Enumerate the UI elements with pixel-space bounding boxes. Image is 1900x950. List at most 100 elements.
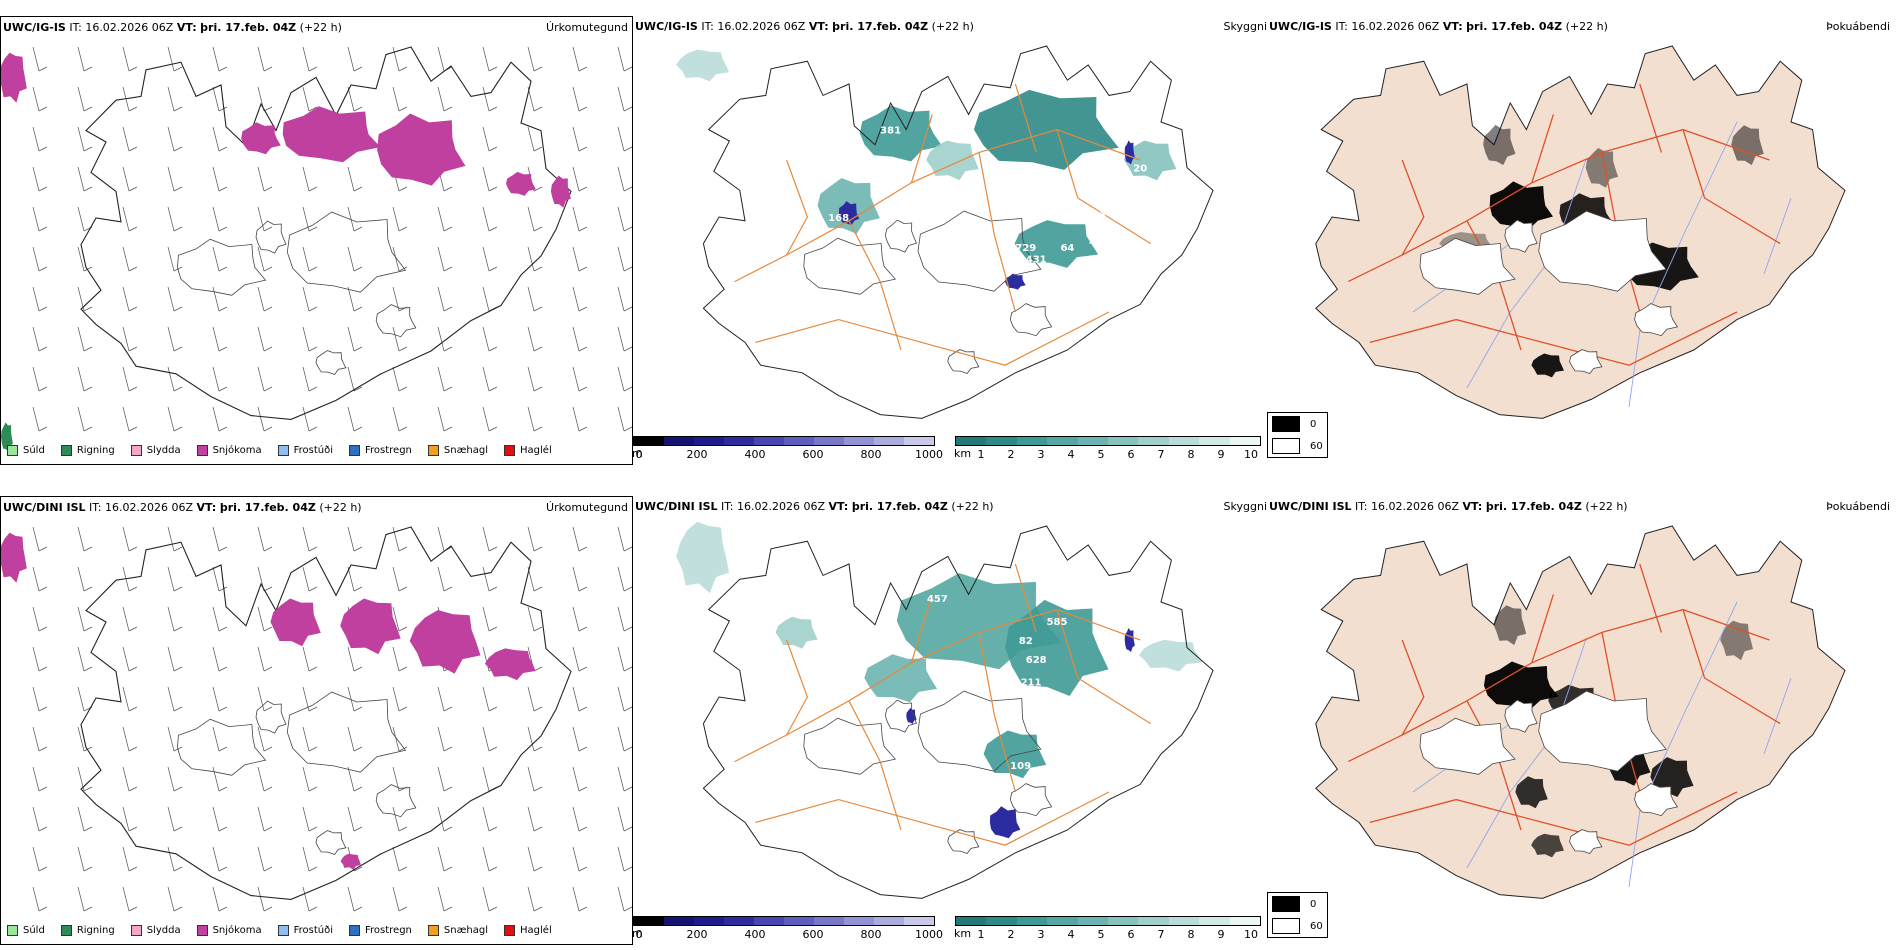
- wind-barb-flag: [533, 586, 543, 592]
- wind-barb: [437, 526, 445, 552]
- wind-barb: [32, 86, 40, 112]
- legend-label: Haglél: [520, 445, 552, 456]
- colorbar-segment: [904, 917, 934, 925]
- wind-barb-flag: [128, 266, 138, 272]
- wind-barb-flag: [578, 706, 588, 712]
- wind-barb-flag: [263, 666, 273, 672]
- lead-time: (+22 h): [299, 21, 342, 34]
- wind-barb-flag: [173, 666, 183, 672]
- colorbar-tick: 1: [977, 928, 985, 941]
- visibility-colorbar: 1 2 3 4 5 6 7 8 9 10 km: [954, 916, 1261, 942]
- legend-label: Snæhagl: [443, 445, 489, 456]
- fog-area: [1585, 147, 1619, 188]
- road: [1369, 791, 1738, 846]
- wind-barb-flag: [353, 706, 363, 712]
- road: [1639, 83, 1663, 153]
- legend-label: Súld: [23, 445, 45, 456]
- wind-barb-flag: [353, 186, 363, 192]
- panel-header: UWC/IG-IS IT: 16.02.2026 06Z VT: þri. 17…: [3, 21, 342, 34]
- colorbar-segment: [1199, 917, 1230, 925]
- valid-time-label: VT:: [808, 20, 829, 33]
- legend-item: Frostregn: [349, 445, 412, 456]
- visibility-unit: km: [954, 447, 972, 460]
- wind-barb-flag: [398, 706, 408, 712]
- valid-time-label: VT:: [1462, 500, 1483, 513]
- wind-barb-flag: [83, 586, 93, 592]
- wind-barb: [77, 566, 85, 592]
- wind-barb: [122, 286, 130, 312]
- legend-item: Slydda: [130, 925, 181, 936]
- wind-barb: [257, 366, 265, 392]
- colorbar-segment: [784, 917, 814, 925]
- wind-barb-flag: [623, 66, 633, 72]
- visibility-area: [1014, 220, 1099, 268]
- wind-barb-flag: [533, 386, 543, 392]
- fog-legend-label: 0: [1310, 898, 1317, 910]
- wind-barb: [482, 166, 490, 192]
- legend-label: Snæhagl: [443, 925, 489, 936]
- init-time: IT: 16.02.2026 06Z: [1355, 500, 1460, 513]
- wind-barb: [437, 406, 445, 432]
- legend-swatch: [60, 925, 72, 936]
- wind-barb: [437, 766, 445, 792]
- ceiling-unit: m: [632, 447, 643, 460]
- wind-barb-flag: [218, 426, 228, 432]
- legend-label: Snjókoma: [212, 445, 262, 456]
- wind-barb: [167, 606, 175, 632]
- glacier-outline: [255, 700, 287, 734]
- wind-barb-flag: [218, 626, 228, 632]
- legend-swatch: [277, 925, 289, 936]
- wind-barb-flag: [128, 66, 138, 72]
- wind-barb-flag: [398, 346, 408, 352]
- glacier: [1504, 219, 1538, 253]
- wind-barb: [572, 46, 580, 72]
- road: [910, 594, 933, 663]
- wind-barb: [257, 286, 265, 312]
- wind-barb-flag: [128, 226, 138, 232]
- wind-barb: [437, 846, 445, 872]
- wind-barb: [212, 406, 220, 432]
- wind-barb-flag: [83, 106, 93, 112]
- colorbar-tick: 5: [1097, 928, 1105, 941]
- glacier-outline: [803, 237, 897, 295]
- colorbar-segment: [814, 917, 844, 925]
- wind-barb-flag: [38, 666, 48, 672]
- wind-barb: [167, 366, 175, 392]
- wind-barb: [347, 766, 355, 792]
- wind-barb: [347, 246, 355, 272]
- legend-swatch: [7, 925, 18, 936]
- glacier-outline: [803, 717, 897, 775]
- wind-barb: [302, 766, 310, 792]
- wind-barb: [617, 86, 625, 112]
- wind-barb-flag: [533, 426, 543, 432]
- wind-barb: [122, 646, 130, 672]
- wind-barb: [122, 806, 130, 832]
- visibility-area: [1005, 599, 1109, 696]
- wind-barb-flag: [623, 186, 633, 192]
- wind-barb: [527, 126, 535, 152]
- legend-swatch: [196, 925, 208, 936]
- wind-barb-flag: [128, 626, 138, 632]
- colorbar-tick: 7: [1157, 928, 1165, 941]
- wind-barb-flag: [308, 426, 318, 432]
- wind-barb: [77, 366, 85, 392]
- colorbar-tick: 9: [1217, 928, 1225, 941]
- wind-barb-flag: [218, 186, 228, 192]
- colorbar-segment: [986, 437, 1017, 445]
- panel-header: UWC/DINI ISL IT: 16.02.2026 06Z VT: þri.…: [1269, 500, 1628, 513]
- road: [1401, 159, 1425, 256]
- wind-barb-flag: [308, 666, 318, 672]
- legend-label: Súld: [23, 925, 45, 936]
- wind-barb: [212, 46, 220, 72]
- wind-barb: [122, 766, 130, 792]
- wind-barb: [527, 406, 535, 432]
- wind-barb-flag: [353, 786, 363, 792]
- colorbar-tick: 200: [686, 928, 708, 941]
- wind-barb-flag: [578, 746, 588, 752]
- wind-barb: [347, 526, 355, 552]
- ceiling-value-label: 381: [880, 125, 901, 136]
- wind-barb-flag: [38, 426, 48, 432]
- glacier-outline: [1009, 303, 1053, 337]
- colorbar-tick: 1000: [915, 448, 943, 461]
- wind-barb: [617, 646, 625, 672]
